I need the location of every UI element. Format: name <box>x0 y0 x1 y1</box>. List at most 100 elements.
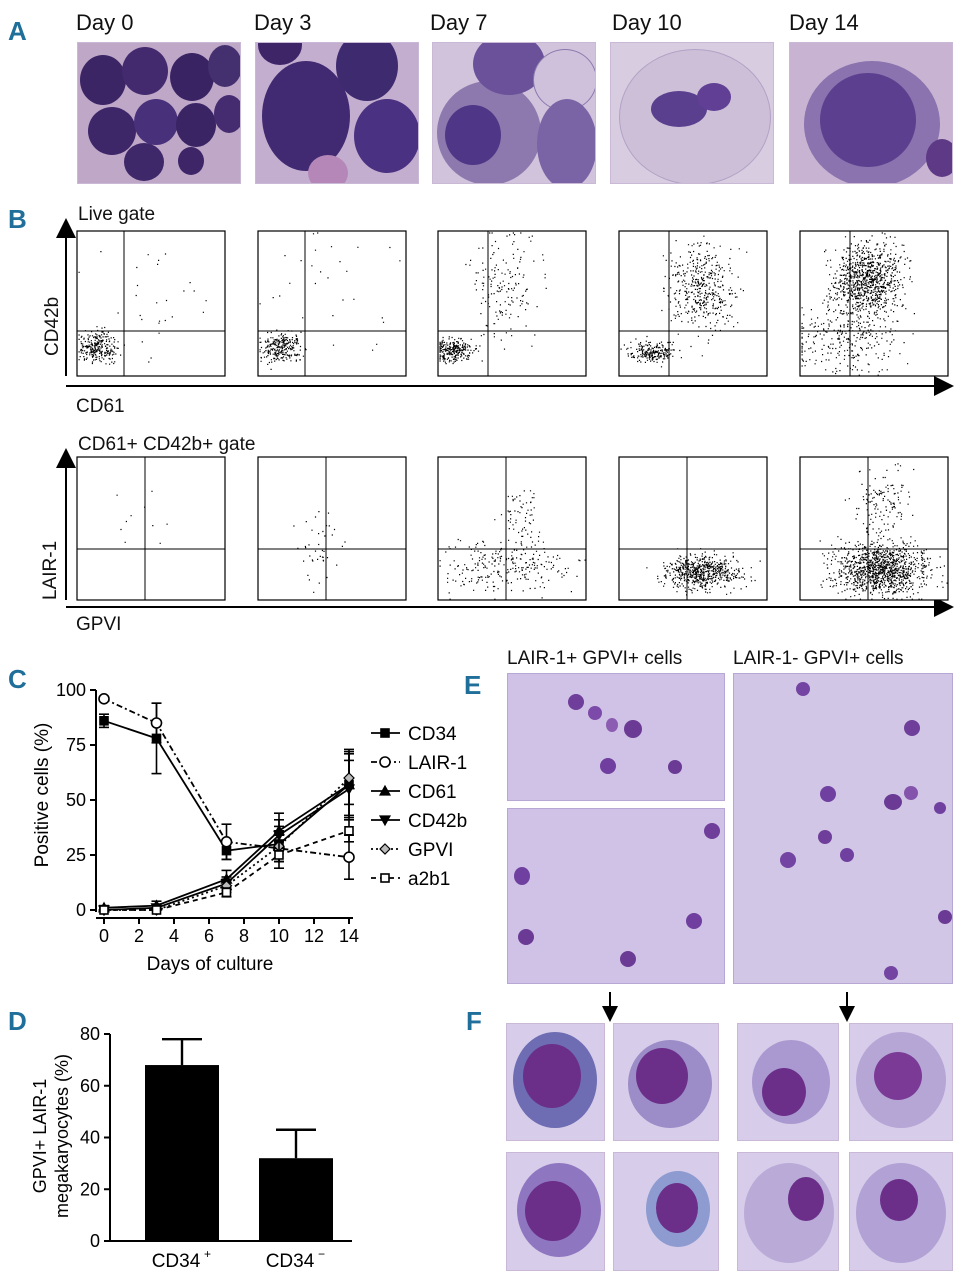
flow-plot-cd61-cd42b-3 <box>618 230 768 377</box>
legend-item-gpvi: GPVI <box>371 840 453 861</box>
error-bar <box>344 759 354 819</box>
chart-c-xtick: 10 <box>269 926 289 946</box>
error-bar <box>151 906 162 911</box>
micrograph-day-10 <box>610 42 774 184</box>
error-bar <box>221 878 232 894</box>
data-point <box>98 904 110 916</box>
error-bar <box>99 713 109 729</box>
data-point <box>344 779 354 790</box>
chart-c-ytick: 100 <box>56 680 86 700</box>
error-bar <box>151 702 162 775</box>
flow-cytometry-plots <box>56 218 954 617</box>
cd61-cd42b-gate-label: CD61+ CD42b+ gate <box>78 434 256 455</box>
data-point <box>151 905 162 915</box>
error-bar <box>151 906 162 911</box>
cd61-axis-label: CD61 <box>76 396 125 417</box>
error-bar <box>274 825 284 863</box>
legend-item-cd61: CD61 <box>371 782 457 803</box>
data-point <box>221 887 232 898</box>
chart-d-ytick: 80 <box>80 1024 100 1044</box>
panel-letter-f: F <box>466 1006 482 1036</box>
series-gpvi <box>98 750 355 916</box>
flow-plot-gpvi-lair1-3 <box>618 456 768 601</box>
flow-plot-gpvi-lair1-1 <box>257 456 407 601</box>
chart-c-xtick: 14 <box>339 926 359 946</box>
bar-cd34-neg: CD34− <box>259 1128 333 1272</box>
error-bar <box>99 906 109 911</box>
chart-c-xtick: 8 <box>239 926 249 946</box>
flow-plot-gpvi-lair1-2 <box>437 456 587 601</box>
data-point <box>220 879 233 892</box>
error-bar <box>274 840 284 870</box>
data-point <box>221 845 232 856</box>
error-bar <box>274 818 284 852</box>
series-lair-1 <box>98 692 355 881</box>
data-point <box>273 842 285 855</box>
series-a2b1 <box>99 818 354 915</box>
legend-label: CD42b <box>408 811 467 832</box>
chart-c-xtick: 0 <box>99 926 109 946</box>
megakaryocyte-f-3 <box>506 1152 605 1271</box>
error-bar <box>344 750 354 806</box>
chart-d-ytick: 20 <box>80 1179 100 1199</box>
day-label-14: Day 14 <box>789 10 859 35</box>
chart-d-ylabel-line2: megakaryocytes (%) <box>52 1054 72 1218</box>
micrograph-day-14 <box>789 42 953 184</box>
error-bar <box>99 904 109 911</box>
chart-d-ytick: 40 <box>80 1128 100 1148</box>
micrograph-day-0 <box>77 42 241 184</box>
megakaryocyte-f-1 <box>506 1023 605 1141</box>
bar-category-label: CD34 <box>152 1251 201 1272</box>
data-point <box>98 692 110 705</box>
lair1-pos-title: LAIR-1+ GPVI+ cells <box>507 648 683 669</box>
error-bar <box>99 695 109 702</box>
data-point <box>343 772 355 784</box>
error-bar <box>274 834 284 863</box>
flow-plot-cd61-cd42b-2 <box>437 230 587 377</box>
gpvi-axis-label: GPVI <box>76 614 122 635</box>
error-bar <box>221 876 232 892</box>
micrograph-e-right <box>733 673 953 984</box>
data-point <box>273 840 285 853</box>
error-bar <box>221 887 232 898</box>
bar-cd34-pos: CD34 + <box>145 1037 219 1272</box>
series-cd61 <box>97 752 356 913</box>
data-point <box>150 903 163 915</box>
megakaryocyte-f-7 <box>737 1152 839 1271</box>
error-bar <box>344 834 354 881</box>
day-label-7: Day 7 <box>430 10 488 35</box>
data-point <box>150 899 163 911</box>
chart-c-xtick: 4 <box>169 926 179 946</box>
error-bar <box>151 702 162 744</box>
data-point <box>274 850 284 860</box>
panel-letter-c: C <box>8 664 27 694</box>
error-bar <box>99 906 109 911</box>
legend-label: GPVI <box>408 840 453 861</box>
megakaryocyte-f-6 <box>849 1023 953 1141</box>
data-point <box>150 904 163 916</box>
legend-item-cd34: CD34 <box>371 724 457 745</box>
micrograph-day-7 <box>432 42 596 184</box>
chart-c-xlabel: Days of culture <box>147 954 274 975</box>
error-bar <box>344 748 354 821</box>
data-point <box>342 784 356 796</box>
legend-item-cd42b: CD42b <box>371 811 467 832</box>
data-point <box>272 824 286 836</box>
error-bar <box>221 823 232 861</box>
chart-c-ylabel: Positive cells (%) <box>32 723 53 868</box>
chart-c-xtick: 12 <box>304 926 324 946</box>
data-point <box>150 717 163 729</box>
chart-c-xtick: 6 <box>204 926 214 946</box>
legend-label: CD61 <box>408 782 457 803</box>
micrograph-e-left-bottom <box>507 808 725 984</box>
flow-plot-gpvi-lair1-4 <box>799 456 949 601</box>
data-point <box>220 872 233 884</box>
megakaryocyte-f-8 <box>849 1152 953 1271</box>
flow-plot-cd61-cd42b-0 <box>76 230 226 377</box>
data-point <box>272 830 286 842</box>
data-point <box>342 778 356 790</box>
day-label-3: Day 3 <box>254 10 312 35</box>
micrograph-e-left-top <box>507 673 725 801</box>
data-point <box>99 715 109 726</box>
data-point <box>151 733 162 744</box>
